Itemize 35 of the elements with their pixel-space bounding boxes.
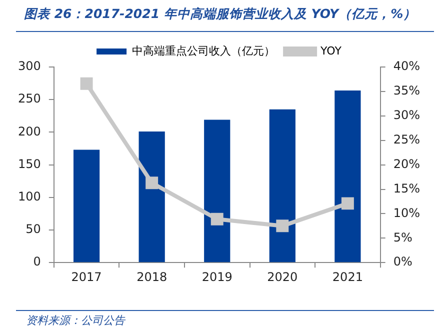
y2-tick-label: 15% <box>393 181 420 196</box>
x-tick-label: 2021 <box>332 270 363 284</box>
bar <box>73 150 100 262</box>
y-tick-label: 200 <box>18 124 41 138</box>
bar <box>269 109 296 262</box>
x-tick-label: 2019 <box>202 270 232 284</box>
x-tick-label: 2018 <box>136 270 168 284</box>
y-tick-label: 150 <box>18 156 41 171</box>
y2-tick-label: 20% <box>393 156 420 171</box>
y-tick-label: 50 <box>26 222 41 236</box>
legend-label: 中高端重点公司收入（亿元） <box>132 44 276 58</box>
point <box>80 77 93 90</box>
y2-tick-label: 10% <box>393 206 420 220</box>
y2-tick-label: 30% <box>393 108 420 122</box>
y-tick-label: 100 <box>18 190 41 204</box>
x-tick-label: 2017 <box>71 270 102 284</box>
x-tick-label: 2020 <box>267 270 298 284</box>
y-tick-label: 0 <box>33 254 41 269</box>
point <box>146 176 158 190</box>
bar <box>138 132 165 262</box>
text: 资料来源：公司公告 <box>26 313 125 328</box>
point <box>341 197 354 210</box>
y2-tick-label: 0% <box>393 254 412 269</box>
y-tick-label: 300 <box>18 59 41 74</box>
legend-label: YOY <box>320 44 342 58</box>
y2-tick-label: 25% <box>393 132 420 146</box>
y2-tick-label: 5% <box>393 230 412 244</box>
y2-tick-label: 35% <box>393 84 420 98</box>
bar <box>334 90 361 262</box>
point <box>276 220 289 232</box>
y2-tick-label: 40% <box>393 59 420 74</box>
chart-title: 图表 26：2017-2021 年中高端服饰营业收入及 YOY（亿元，%） <box>24 6 416 23</box>
y-tick-label: 250 <box>18 92 41 106</box>
bar <box>204 120 230 262</box>
point <box>210 212 224 226</box>
